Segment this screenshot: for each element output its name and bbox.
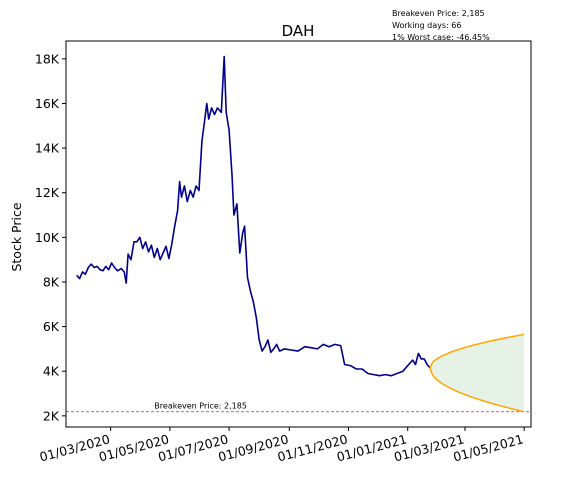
y-tick-label: 14K (35, 141, 60, 156)
projection-upper-line (429, 333, 525, 369)
y-tick-label: 4K (43, 364, 60, 379)
y-tick-label: 2K (43, 408, 60, 423)
plot-frame (65, 40, 532, 428)
info-box: Breakeven Price: 2,185 Working days: 66 … (392, 9, 490, 42)
chart-title: DAH (282, 22, 315, 40)
y-axis-ticks: 2K 4K 6K 8K 10K 12K 14K 16K 18K (35, 51, 66, 423)
y-tick-label: 8K (43, 274, 60, 289)
y-tick-label: 18K (35, 51, 60, 66)
projection-fill (430, 334, 525, 412)
y-tick-label: 12K (35, 185, 60, 200)
info-line-breakeven: Breakeven Price: 2,185 (392, 9, 485, 18)
y-axis-label: Stock Price (9, 202, 24, 271)
x-axis-ticks: 01/03/202001/05/202001/07/202001/09/2020… (38, 427, 525, 465)
info-line-working-days: Working days: 66 (392, 21, 461, 30)
y-tick-label: 10K (35, 230, 60, 245)
price-line (76, 55, 431, 377)
breakeven-label: Breakeven Price: 2,185 (154, 402, 247, 411)
projection-lower-line (429, 367, 525, 413)
y-tick-label: 16K (35, 96, 60, 111)
info-line-worst-case: 1% Worst case: -46.45% (392, 33, 490, 42)
y-tick-label: 6K (43, 319, 60, 334)
